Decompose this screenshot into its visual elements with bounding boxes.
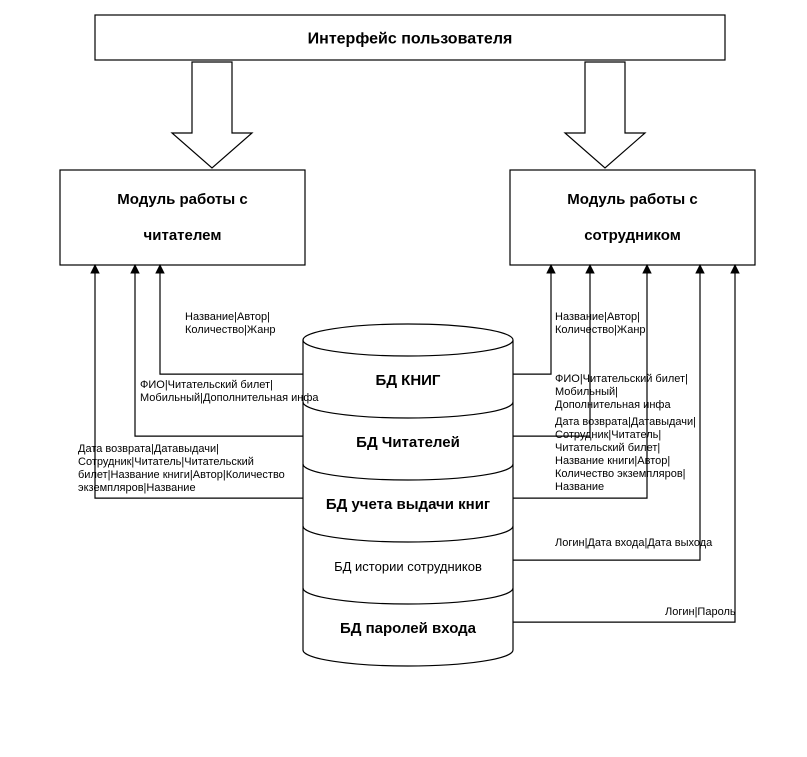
edge-right-3 [513,265,700,560]
edge-right-4-label-line-0: Логин|Пароль [665,606,736,618]
edge-right-1-label-line-2: Дополнительная инфа [555,399,671,411]
db-section-3-label: БД истории сотрудников [334,559,482,574]
title-label: Интерфейс пользователя [308,31,513,48]
edge-right-2-label-line-5: Название [555,481,604,493]
big-arrow-right [565,62,645,168]
db-stack: БД КНИГ БД Читателей БД учета выдачи книг Б… [303,324,513,666]
edge-right-2-label-line-3: Название книги|Автор| [555,455,670,467]
module-right-line2: сотрудником [584,227,681,244]
edge-right-4-label: Логин|Пароль [665,606,736,618]
edge-left-1-label: ФИО|Читательский билет|Мобильный|Дополни… [140,379,319,404]
db-section-1-label: БД Читателей [356,434,460,451]
db-section-2-label: БД учета выдачи книг [326,496,490,513]
big-arrow-left [172,62,252,168]
edge-right-1-label: ФИО|Читательский билет|Мобильный|Дополни… [555,373,688,411]
edge-right-2-label-line-0: Дата возврата|Датавыдачи| [555,416,696,428]
edge-right-0-label-line-1: Количество|Жанр [555,324,646,336]
module-left-line2: читателем [144,227,222,244]
edge-left-1-label-line-1: Мобильный|Дополнительная инфа [140,392,319,404]
edge-right-2-label: Дата возврата|Датавыдачи|Сотрудник|Читат… [555,416,696,493]
edge-left-0-label-line-1: Количество|Жанр [185,324,276,336]
edge-left-1-label-line-0: ФИО|Читательский билет| [140,379,273,391]
module-left-line1: Модуль работы с [117,191,247,208]
edge-right-0-label: Название|Автор|Количество|Жанр [555,311,646,336]
edge-left-2-label-line-0: Дата возврата|Датавыдачи| [78,443,219,455]
db-section-0-label: БД КНИГ [376,372,441,389]
edge-left-2-label: Дата возврата|Датавыдачи|Сотрудник|Читат… [78,443,285,494]
edge-right-2-label-line-2: Читательский билет| [555,442,660,454]
edge-left-2-label-line-3: экземпляров|Название [78,482,196,494]
edge-left-0-label-line-0: Название|Автор| [185,311,270,323]
edge-right-3-label: Логин|Дата входа|Дата выхода [555,537,713,549]
module-right-line1: Модуль работы с [567,191,697,208]
edge-left-0-label: Название|Автор|Количество|Жанр [185,311,276,336]
edge-right-1-label-line-1: Мобильный| [555,386,618,398]
edge-left-2-label-line-2: билет|Название книги|Автор|Количество [78,469,285,481]
title-box: Интерфейс пользователя [95,15,725,60]
edge-right-3-label-line-0: Логин|Дата входа|Дата выхода [555,537,713,549]
edge-left-2-label-line-1: Сотрудник|Читатель|Читательский [78,456,254,468]
edge-right-2-label-line-4: Количество экземпляров| [555,468,686,480]
edge-right-2-label-line-1: Сотрудник|Читатель| [555,429,661,441]
edge-right-0 [513,265,551,374]
module-right: Модуль работы с сотрудником [510,170,755,265]
edge-right-0-label-line-0: Название|Автор| [555,311,640,323]
db-section-4-label: БД паролей входа [340,620,477,637]
module-left: Модуль работы с читателем [60,170,305,265]
edge-right-1-label-line-0: ФИО|Читательский билет| [555,373,688,385]
